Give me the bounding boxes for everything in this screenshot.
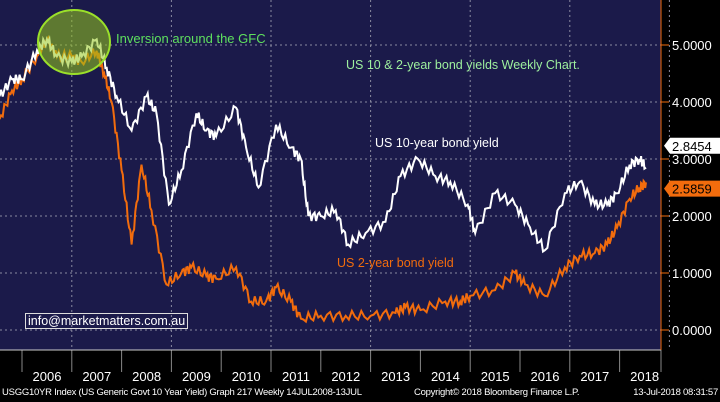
last-value-tag-bg (664, 180, 720, 197)
footer-index: USGG10YR Index (US Generic Govt 10 Year … (2, 387, 362, 398)
x-tick-label: 2009 (182, 369, 211, 384)
x-tick-label: 2012 (331, 369, 360, 384)
x-tick-label: 2013 (381, 369, 410, 384)
last-value-tag: 2.5859 (664, 180, 720, 197)
last-value-tag: 2.8454 (664, 137, 720, 154)
x-tick-label: 2006 (33, 369, 62, 384)
y-tick-label: 2.0000 (672, 209, 712, 224)
y-tick-label: 1.0000 (672, 266, 712, 281)
x-tick-label: 2016 (531, 369, 560, 384)
last-value-label: 2.5859 (672, 182, 712, 197)
last-value-tag-bg (664, 137, 720, 154)
x-tick-label: 2018 (630, 369, 659, 384)
x-tick-label: 2015 (481, 369, 510, 384)
x-tick-label: 2007 (82, 369, 111, 384)
footer-timestamp: 13-Jul-2018 08:31:57 (633, 387, 718, 398)
x-tick-label: 2011 (282, 369, 310, 384)
last-value-label: 2.8454 (672, 139, 712, 154)
label-2yr: US 2-year bond yield (337, 256, 454, 270)
watermark: info@marketmatters.com.au (25, 313, 189, 329)
y-tick-label: 5.0000 (672, 38, 712, 53)
footer-copyright: Copyright© 2018 Bloomberg Finance L.P. (414, 387, 580, 398)
annotation-gfc: Inversion around the GFC (116, 31, 266, 46)
y-tick-label: 4.0000 (672, 95, 712, 110)
plot-area (0, 0, 661, 350)
x-tick-label: 2014 (431, 369, 460, 384)
y-tick-label: 0.0000 (672, 323, 712, 338)
y-tick-label: 3.0000 (672, 152, 712, 167)
label-10yr: US 10-year bond yield (375, 136, 499, 150)
x-tick-label: 2017 (580, 369, 609, 384)
gfc-highlight-circle (37, 9, 111, 75)
x-tick-label: 2010 (232, 369, 261, 384)
x-tick-label: 2008 (132, 369, 161, 384)
chart-title: US 10 & 2-year bond yields Weekly Chart. (346, 58, 580, 72)
